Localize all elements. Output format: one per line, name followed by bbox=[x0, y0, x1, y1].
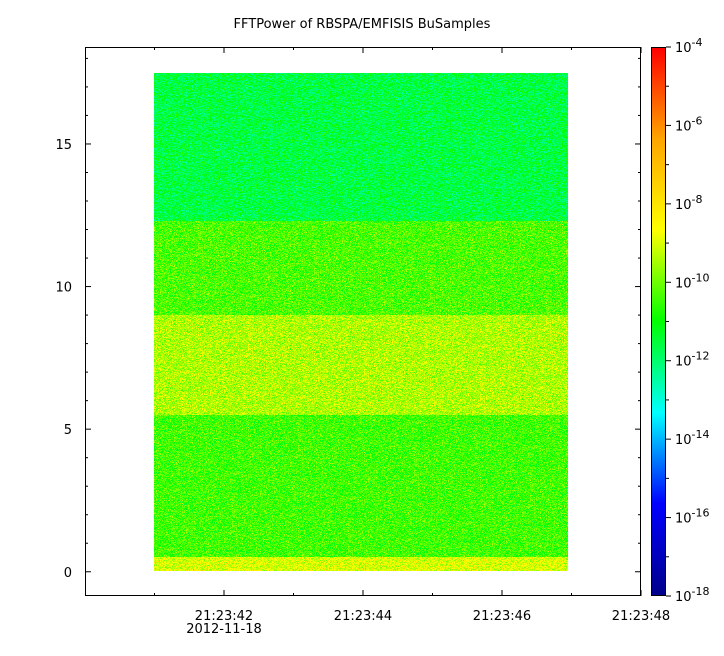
x-date-label: 2012-11-18 bbox=[186, 622, 262, 637]
x-tick-label: 21:23:42 bbox=[195, 609, 253, 624]
spectrogram-image bbox=[154, 73, 568, 571]
x-tick-label: 21:23:48 bbox=[612, 609, 670, 624]
y-tick-label: 15 bbox=[55, 138, 72, 153]
colorbar-tick-label: 10-10 bbox=[675, 271, 710, 291]
colorbar-tick-label: 10-6 bbox=[675, 114, 703, 134]
y-tick-label: 5 bbox=[64, 423, 72, 438]
colorbar-tick-label: 10-4 bbox=[675, 36, 703, 56]
chart-title: FFTPower of RBSPA/EMFISIS BuSamples bbox=[233, 17, 491, 32]
colorbar-tick-label: 10-8 bbox=[675, 193, 703, 213]
y-tick-label: 0 bbox=[64, 566, 72, 581]
colorbar-tick-label: 10-18 bbox=[675, 585, 710, 605]
colorbar-tick-label: 10-14 bbox=[675, 428, 710, 448]
x-tick-label: 21:23:44 bbox=[334, 609, 392, 624]
colorbar-tick-label: 10-12 bbox=[675, 350, 710, 370]
colorbar-tick-label: 10-16 bbox=[675, 507, 710, 527]
y-tick-label: 10 bbox=[55, 281, 72, 296]
colorbar bbox=[651, 47, 666, 596]
x-tick-label: 21:23:46 bbox=[473, 609, 531, 624]
